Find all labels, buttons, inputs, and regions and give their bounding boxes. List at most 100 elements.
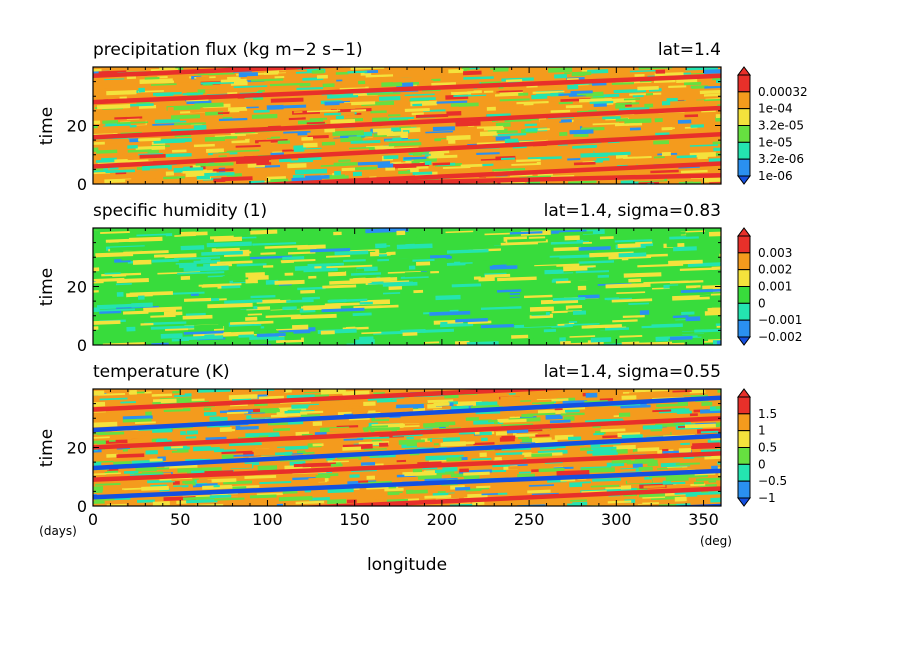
- field-patch: [628, 278, 642, 283]
- field-patch: [679, 267, 718, 271]
- field-patch: [126, 326, 136, 332]
- field-patch: [140, 322, 154, 326]
- field-patch: [629, 127, 641, 131]
- field-patch: [282, 256, 305, 260]
- field-patch: [691, 85, 709, 89]
- colorbar: 0.003 0.002 0.001 0 −0.001 −0.002: [737, 227, 802, 346]
- field-patch: [306, 109, 341, 113]
- field-patch: [349, 277, 391, 283]
- field-patch: [533, 334, 545, 339]
- field-patch: [115, 283, 132, 286]
- field-patch: [115, 233, 142, 238]
- colorbar-label: 1e-04: [758, 102, 793, 116]
- field-patch: [118, 315, 137, 320]
- colorbar-label: 1: [758, 424, 766, 438]
- field-patch: [217, 287, 256, 291]
- field-patch: [523, 294, 553, 299]
- field-patch: [632, 463, 643, 468]
- field-patch: [640, 430, 671, 436]
- field-patch: [350, 67, 385, 70]
- colorbar-label: 1e-05: [758, 135, 793, 149]
- field-patch: [564, 235, 580, 241]
- field-patch: [495, 122, 511, 128]
- field-patch: [693, 481, 704, 485]
- field-patch: [214, 449, 237, 453]
- field-patch: [549, 254, 595, 259]
- field-patch: [132, 259, 152, 265]
- field-patch: [528, 484, 555, 487]
- field-patch: [453, 332, 471, 336]
- field-patch: [486, 106, 496, 111]
- field-patch: [378, 254, 388, 257]
- field-patch: [366, 475, 376, 480]
- field-patch: [93, 281, 104, 284]
- field-patch: [270, 262, 279, 266]
- field-patch: [715, 406, 721, 409]
- field-patch: [371, 281, 384, 285]
- field-patch: [206, 148, 225, 153]
- colorbar-swatch: [737, 302, 751, 321]
- field-patch: [639, 310, 650, 315]
- field-patch: [718, 472, 721, 476]
- field-patch: [333, 231, 342, 236]
- field-patch: [422, 328, 454, 333]
- field-patch: [396, 230, 406, 236]
- field-band: [93, 416, 721, 450]
- field-patch: [450, 102, 479, 108]
- field-patch: [355, 241, 372, 245]
- field-patch: [201, 467, 222, 472]
- field-patch: [292, 174, 305, 179]
- field-patch: [572, 501, 588, 506]
- field-patch: [182, 170, 213, 174]
- field-patch: [204, 172, 235, 177]
- field-patch: [478, 276, 495, 282]
- field-patch: [336, 79, 343, 82]
- field-patch: [437, 491, 446, 494]
- field-patch: [190, 427, 220, 431]
- field-patch: [666, 329, 695, 332]
- field-patch: [573, 133, 589, 138]
- field-patch: [654, 342, 685, 345]
- colorbar-swatch: [737, 319, 751, 338]
- field-patch: [212, 152, 230, 156]
- field-patch: [572, 310, 587, 315]
- field-patch: [343, 259, 366, 262]
- field-patch: [445, 256, 452, 259]
- field-patch: [593, 300, 607, 305]
- field-patch: [163, 311, 183, 316]
- field-patch: [619, 335, 643, 338]
- field-patch: [537, 128, 550, 131]
- field-patch: [567, 503, 574, 506]
- field-patch: [680, 442, 690, 446]
- colorbar-label: 0.00032: [758, 85, 808, 99]
- field-patch: [570, 279, 605, 284]
- field-patch: [163, 153, 192, 158]
- field-patch: [326, 264, 373, 269]
- field-patch: [562, 407, 586, 410]
- field-patch: [466, 341, 499, 345]
- field-patch: [499, 98, 530, 102]
- field-patch: [448, 492, 468, 498]
- x-tick-label: 0: [88, 510, 98, 529]
- field-patch: [358, 80, 366, 85]
- field-patch: [675, 462, 700, 466]
- field-patch: [206, 271, 225, 274]
- field-patch: [95, 157, 117, 163]
- field-patch: [559, 337, 566, 342]
- field-patch: [423, 422, 449, 428]
- field-patch: [293, 110, 303, 114]
- field-patch: [440, 321, 448, 326]
- colorbar-label: −0.001: [758, 313, 802, 327]
- field-patch: [392, 137, 402, 141]
- field-patch: [303, 142, 318, 148]
- field-patch: [182, 314, 213, 320]
- field-patch: [475, 401, 498, 406]
- field-patch: [309, 496, 330, 501]
- field-patch: [465, 262, 493, 267]
- field-patch: [685, 316, 701, 322]
- field-patch: [264, 324, 293, 330]
- field-patch: [151, 258, 179, 263]
- field-patch: [202, 484, 233, 490]
- field-patch: [357, 436, 390, 440]
- field-patch: [207, 302, 253, 309]
